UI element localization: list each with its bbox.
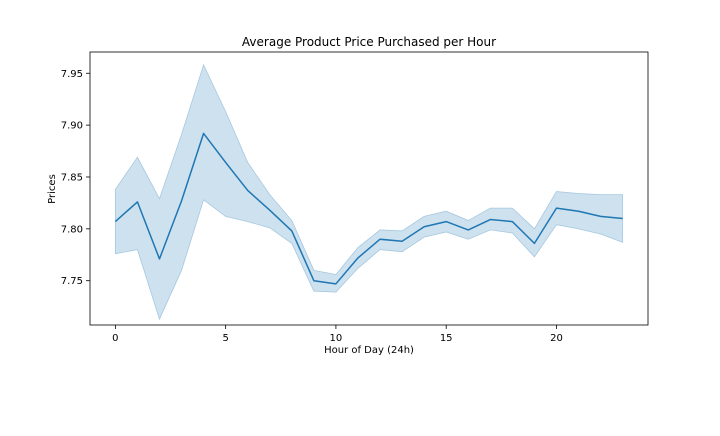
x-tick-label: 5	[222, 333, 228, 344]
y-tick-label: 7.90	[61, 121, 83, 132]
data-point	[313, 280, 315, 282]
data-point	[335, 283, 337, 285]
chart-title: Average Product Price Purchased per Hour	[242, 35, 496, 49]
data-point	[445, 220, 447, 222]
y-tick-label: 7.75	[61, 276, 83, 287]
data-point	[577, 210, 579, 212]
data-point	[114, 220, 116, 222]
x-tick-label: 10	[330, 333, 343, 344]
series-line	[114, 132, 623, 285]
data-point	[511, 220, 513, 222]
axes-frame	[89, 51, 649, 326]
data-point	[224, 161, 226, 163]
confidence-band	[114, 63, 624, 321]
data-point	[423, 226, 425, 228]
data-point	[533, 242, 535, 244]
x-axis-label: Hour of Day (24h)	[324, 345, 414, 356]
data-point	[489, 218, 491, 220]
x-tick-label: 15	[440, 333, 453, 344]
x-axis: 0 5 10 15 20	[112, 325, 563, 344]
y-axis: 7.75 7.80 7.85 7.90 7.95	[61, 69, 90, 287]
y-tick-label: 7.95	[61, 69, 83, 80]
data-point	[599, 215, 601, 217]
data-point	[180, 200, 182, 202]
data-point	[357, 257, 359, 259]
x-tick-label: 20	[550, 333, 563, 344]
y-tick-label: 7.85	[61, 172, 83, 183]
plot-area	[114, 63, 624, 321]
data-point	[621, 217, 623, 219]
data-point	[136, 201, 138, 203]
data-point	[158, 258, 160, 260]
data-point	[269, 209, 271, 211]
y-tick-label: 7.80	[61, 224, 83, 235]
data-point	[379, 238, 381, 240]
data-point	[555, 207, 557, 209]
data-point	[291, 230, 293, 232]
x-tick-label: 0	[112, 333, 118, 344]
data-point	[202, 132, 204, 134]
data-point	[467, 229, 469, 231]
data-point	[247, 189, 249, 191]
data-point	[401, 240, 403, 242]
y-axis-label: Prices	[47, 174, 58, 204]
